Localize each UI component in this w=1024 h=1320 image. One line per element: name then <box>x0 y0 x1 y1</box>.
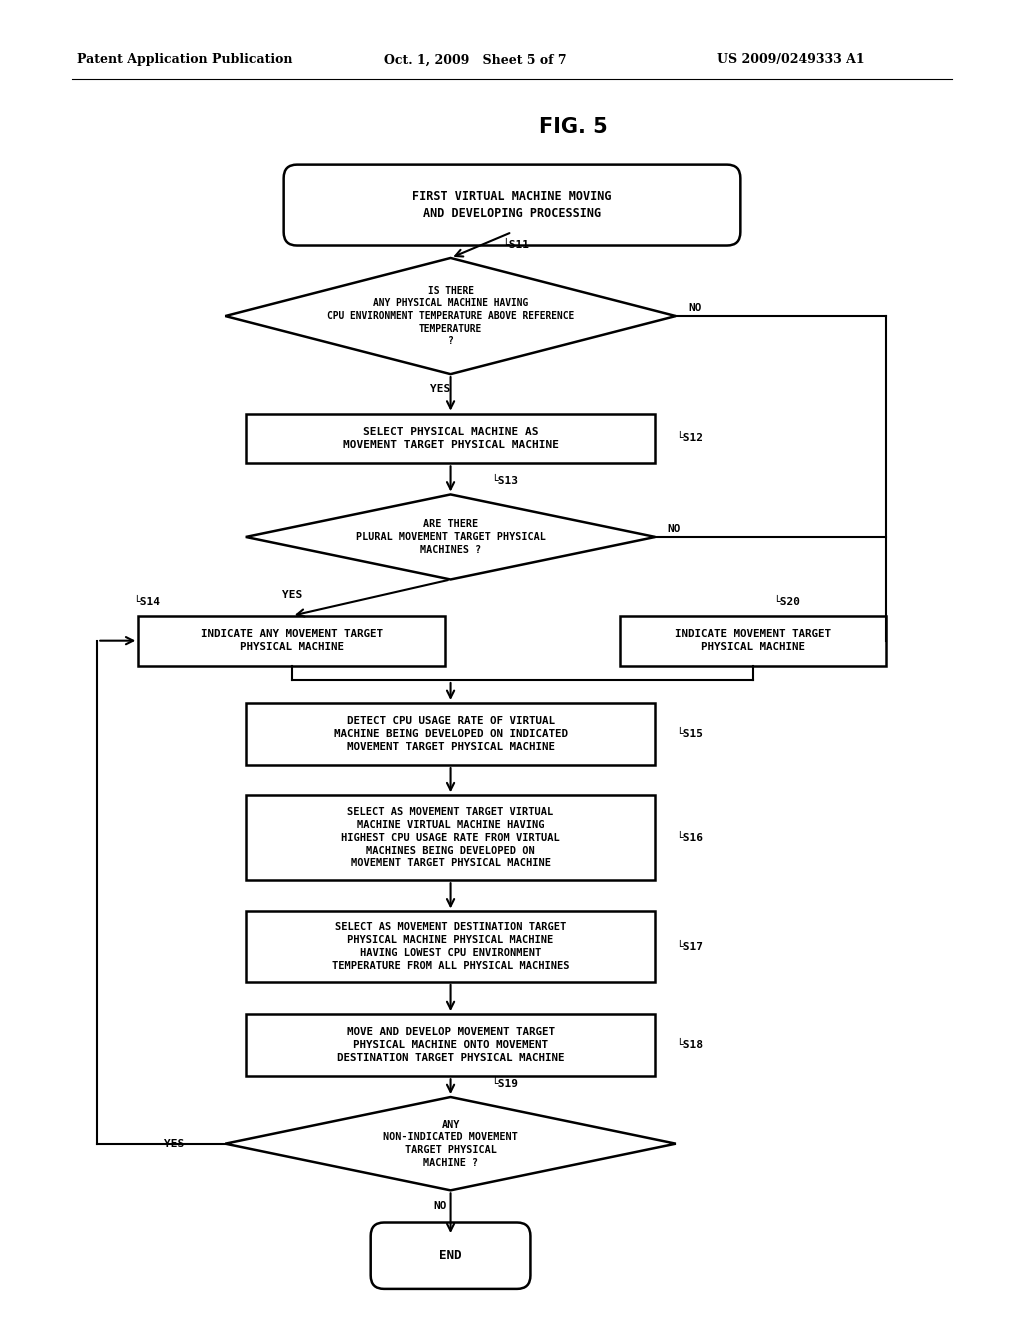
Text: NO: NO <box>668 524 681 533</box>
Text: └S11: └S11 <box>502 240 528 249</box>
Text: └S17: └S17 <box>676 941 702 952</box>
FancyBboxPatch shape <box>371 1222 530 1288</box>
Text: ARE THERE
PLURAL MOVEMENT TARGET PHYSICAL
MACHINES ?: ARE THERE PLURAL MOVEMENT TARGET PHYSICA… <box>355 519 546 554</box>
Bar <box>246 1014 655 1076</box>
Text: INDICATE MOVEMENT TARGET
PHYSICAL MACHINE: INDICATE MOVEMENT TARGET PHYSICAL MACHIN… <box>675 630 830 652</box>
Text: └S14: └S14 <box>133 598 160 607</box>
Text: IS THERE
ANY PHYSICAL MACHINE HAVING
CPU ENVIRONMENT TEMPERATURE ABOVE REFERENCE: IS THERE ANY PHYSICAL MACHINE HAVING CPU… <box>327 286 574 346</box>
Text: SELECT PHYSICAL MACHINE AS
MOVEMENT TARGET PHYSICAL MACHINE: SELECT PHYSICAL MACHINE AS MOVEMENT TARG… <box>343 428 558 450</box>
Polygon shape <box>246 495 655 579</box>
Text: DETECT CPU USAGE RATE OF VIRTUAL
MACHINE BEING DEVELOPED ON INDICATED
MOVEMENT T: DETECT CPU USAGE RATE OF VIRTUAL MACHINE… <box>334 717 567 752</box>
Bar <box>246 702 655 766</box>
Text: └S13: └S13 <box>492 477 518 486</box>
Text: NO: NO <box>433 1201 447 1210</box>
Text: YES: YES <box>164 1139 184 1148</box>
Text: Patent Application Publication: Patent Application Publication <box>77 53 292 66</box>
Bar <box>246 795 655 880</box>
Text: SELECT AS MOVEMENT TARGET VIRTUAL
MACHINE VIRTUAL MACHINE HAVING
HIGHEST CPU USA: SELECT AS MOVEMENT TARGET VIRTUAL MACHIN… <box>341 807 560 869</box>
Text: └S19: └S19 <box>492 1078 518 1089</box>
Text: FIG. 5: FIG. 5 <box>539 117 608 137</box>
Text: END: END <box>439 1249 462 1262</box>
Bar <box>138 615 445 665</box>
Text: └S16: └S16 <box>676 833 702 842</box>
Text: MOVE AND DEVELOP MOVEMENT TARGET
PHYSICAL MACHINE ONTO MOVEMENT
DESTINATION TARG: MOVE AND DEVELOP MOVEMENT TARGET PHYSICA… <box>337 1027 564 1063</box>
Text: FIRST VIRTUAL MACHINE MOVING
AND DEVELOPING PROCESSING: FIRST VIRTUAL MACHINE MOVING AND DEVELOP… <box>413 190 611 220</box>
Text: └S15: └S15 <box>676 729 702 739</box>
Text: ANY
NON-INDICATED MOVEMENT
TARGET PHYSICAL
MACHINE ?: ANY NON-INDICATED MOVEMENT TARGET PHYSIC… <box>383 1119 518 1167</box>
Text: NO: NO <box>688 302 701 313</box>
Text: YES: YES <box>430 384 451 395</box>
Text: US 2009/0249333 A1: US 2009/0249333 A1 <box>717 53 864 66</box>
Polygon shape <box>225 257 676 374</box>
Polygon shape <box>225 1097 676 1191</box>
Text: YES: YES <box>282 590 302 599</box>
Bar <box>620 615 886 665</box>
Text: └S20: └S20 <box>773 598 800 607</box>
Text: Oct. 1, 2009   Sheet 5 of 7: Oct. 1, 2009 Sheet 5 of 7 <box>384 53 566 66</box>
Text: SELECT AS MOVEMENT DESTINATION TARGET
PHYSICAL MACHINE PHYSICAL MACHINE
HAVING L: SELECT AS MOVEMENT DESTINATION TARGET PH… <box>332 923 569 970</box>
Bar <box>246 413 655 463</box>
Text: └S12: └S12 <box>676 433 702 444</box>
Text: INDICATE ANY MOVEMENT TARGET
PHYSICAL MACHINE: INDICATE ANY MOVEMENT TARGET PHYSICAL MA… <box>201 630 383 652</box>
Bar <box>246 911 655 982</box>
FancyBboxPatch shape <box>284 165 740 246</box>
Text: └S18: └S18 <box>676 1040 702 1051</box>
